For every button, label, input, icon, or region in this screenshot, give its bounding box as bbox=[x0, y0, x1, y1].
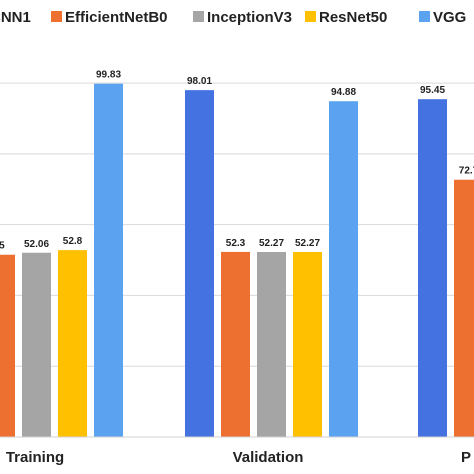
bar-label-validation-vgg: 94.88 bbox=[331, 87, 356, 98]
category-label-validation: Validation bbox=[233, 449, 304, 466]
bar-label-training-vgg: 99.83 bbox=[96, 70, 121, 81]
bar-validation-efficientnetb0 bbox=[221, 251, 250, 437]
bar-training-inceptionv3 bbox=[22, 252, 51, 437]
category-label-training: Training bbox=[6, 449, 64, 466]
legend-label-inceptionv3: InceptionV3 bbox=[207, 9, 292, 26]
category-label-p: P bbox=[461, 449, 471, 466]
bar-label-training-resnet50: 52.8 bbox=[63, 236, 83, 247]
legend-label-cnn1: CNN1 bbox=[0, 9, 31, 26]
bar-label-p-cnn1: 95.45 bbox=[420, 85, 445, 96]
bars bbox=[0, 83, 474, 438]
bar-value-labels: .5 52.06 52.8 99.83 98.01 52.3 52.27 52.27 94.88… bbox=[0, 70, 474, 252]
bar-validation-inceptionv3 bbox=[257, 252, 286, 437]
bar-label-p-efficientnetb0: 72.7 bbox=[459, 166, 474, 177]
legend-label-efficientnetb0: EfficientNetB0 bbox=[65, 9, 168, 26]
category-labels: Training Validation P bbox=[6, 449, 471, 466]
legend-label-vgg: VGG bbox=[433, 9, 466, 26]
bar-validation-cnn1 bbox=[185, 90, 214, 438]
legend-swatch-resnet50 bbox=[305, 11, 316, 22]
bar-validation-resnet50 bbox=[293, 252, 322, 437]
bar-label-training-inceptionv3: 52.06 bbox=[24, 239, 49, 250]
bar-label-training-efficientnetb0: .5 bbox=[0, 241, 5, 252]
bar-label-validation-resnet50: 52.27 bbox=[295, 238, 320, 249]
bar-label-validation-efficientnetb0: 52.3 bbox=[226, 238, 246, 249]
bar-training-efficientnetb0 bbox=[0, 254, 15, 437]
legend-label-resnet50: ResNet50 bbox=[319, 9, 387, 26]
bar-training-vgg bbox=[94, 83, 123, 438]
bar-label-validation-cnn1: 98.01 bbox=[187, 76, 212, 87]
bar-p-cnn1 bbox=[418, 99, 447, 437]
legend-swatch-vgg bbox=[419, 11, 430, 22]
bar-p-efficientnetb0 bbox=[454, 179, 474, 438]
legend-swatch-efficientnetb0 bbox=[51, 11, 62, 22]
bar-training-resnet50 bbox=[58, 250, 87, 437]
legend: CNN1 EfficientNetB0 InceptionV3 ResNet50 VGG bbox=[0, 9, 466, 26]
legend-swatch-inceptionv3 bbox=[193, 11, 204, 22]
bar-validation-vgg bbox=[329, 101, 358, 437]
bar-label-validation-inceptionv3: 52.27 bbox=[259, 238, 284, 249]
